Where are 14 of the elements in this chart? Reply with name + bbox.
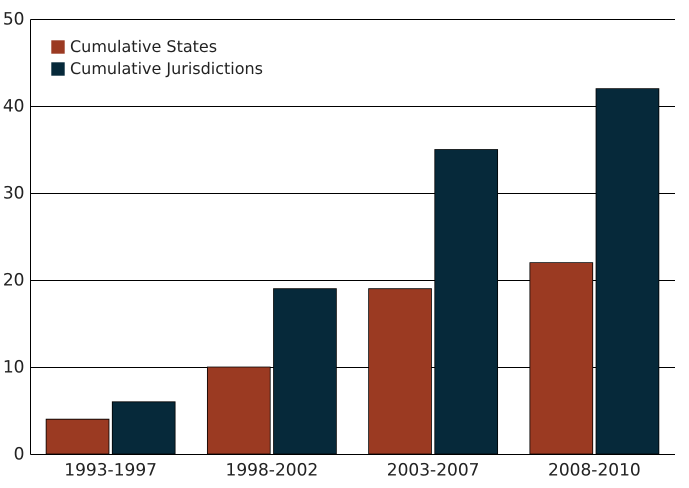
y-tick-label: 40 (2, 96, 24, 116)
y-tick-label: 30 (2, 184, 24, 204)
bar (112, 401, 176, 454)
y-tick-label: 10 (2, 358, 24, 378)
y-tick-label: 0 (14, 444, 24, 464)
x-tick-label: 2008-2010 (548, 460, 641, 480)
y-tick-label: 50 (2, 10, 24, 30)
y-tick-label: 20 (2, 270, 24, 290)
x-tick-label: 2003-2007 (386, 460, 480, 480)
legend-label: Cumulative Jurisdictions (70, 59, 264, 78)
bar (46, 418, 110, 454)
x-tick-label: 1998-2002 (226, 460, 318, 480)
legend-label: Cumulative States (70, 37, 218, 56)
x-tick-label: 1993-1997 (64, 460, 157, 480)
